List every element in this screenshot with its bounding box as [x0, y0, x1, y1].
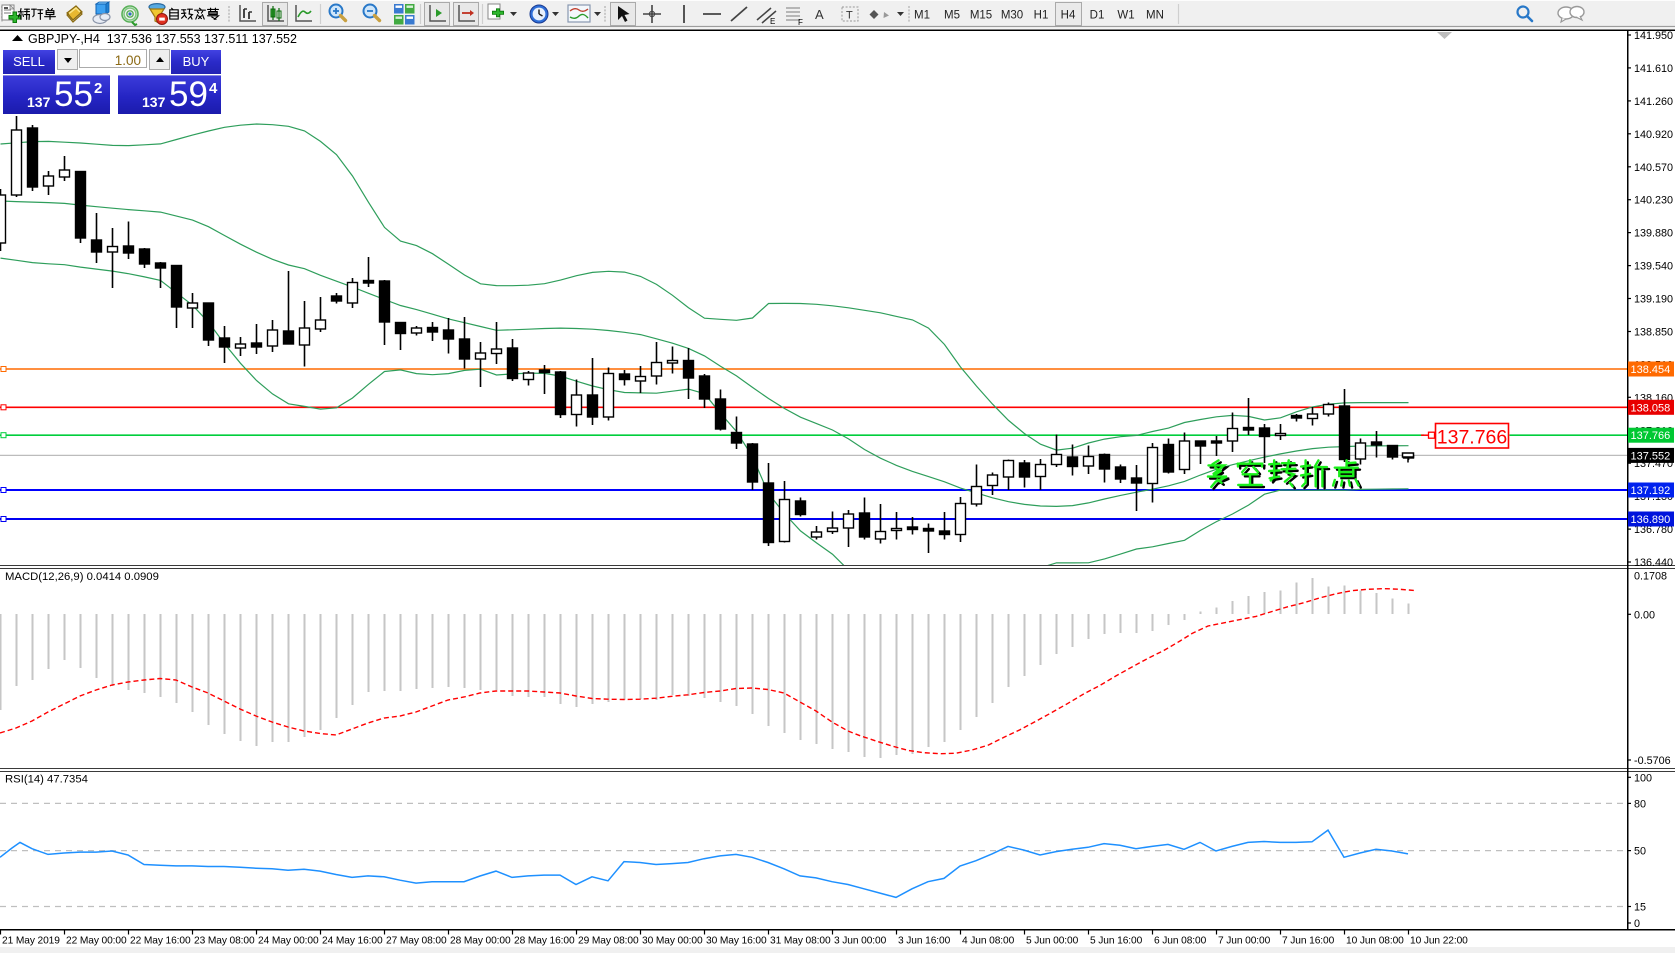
svg-text:6 Jun 08:00: 6 Jun 08:00: [1154, 936, 1207, 947]
svg-text:24 May 16:00: 24 May 16:00: [322, 936, 383, 947]
svg-text:H4: H4: [1061, 10, 1076, 22]
svg-text:23 May 08:00: 23 May 08:00: [194, 936, 255, 947]
svg-text:80: 80: [1634, 798, 1646, 810]
svg-text:0.1708: 0.1708: [1634, 571, 1667, 583]
svg-text:137.192: 137.192: [1631, 485, 1671, 497]
svg-text:137.766: 137.766: [1631, 430, 1671, 442]
svg-text:T: T: [846, 10, 853, 22]
svg-text:MACD(12,26,9) 0.0414 0.0909: MACD(12,26,9) 0.0414 0.0909: [5, 571, 159, 583]
svg-text:140.230: 140.230: [1634, 195, 1673, 207]
svg-text:3 Jun 16:00: 3 Jun 16:00: [898, 936, 951, 947]
svg-text:138.850: 138.850: [1634, 327, 1673, 339]
svg-text:H1: H1: [1034, 10, 1049, 22]
svg-text:5 Jun 16:00: 5 Jun 16:00: [1090, 936, 1143, 947]
svg-text:140.920: 140.920: [1634, 129, 1673, 141]
svg-text:141.950: 141.950: [1634, 30, 1673, 42]
svg-text:139.540: 139.540: [1634, 261, 1673, 273]
svg-text:M30: M30: [1001, 10, 1023, 22]
svg-text:7 Jun 00:00: 7 Jun 00:00: [1218, 936, 1271, 947]
svg-text:138.454: 138.454: [1631, 364, 1671, 376]
svg-text:136.440: 136.440: [1634, 557, 1673, 569]
svg-text:-0.5706: -0.5706: [1634, 755, 1671, 767]
svg-text:28 May 00:00: 28 May 00:00: [450, 936, 511, 947]
svg-text:GBPJPY-,H4 137.536 137.553 13: GBPJPY-,H4 137.536 137.553 137.511 137.5…: [28, 32, 297, 46]
svg-text:RSI(14) 47.7354: RSI(14) 47.7354: [5, 774, 88, 786]
svg-text:29 May 08:00: 29 May 08:00: [578, 936, 639, 947]
svg-text:MN: MN: [1146, 10, 1164, 22]
svg-text:28 May 16:00: 28 May 16:00: [514, 936, 575, 947]
svg-text:7 Jun 16:00: 7 Jun 16:00: [1282, 936, 1335, 947]
svg-text:30 May 16:00: 30 May 16:00: [706, 936, 767, 947]
svg-text:50: 50: [1634, 846, 1646, 858]
svg-text:136.890: 136.890: [1631, 514, 1671, 526]
svg-text:141.260: 141.260: [1634, 96, 1673, 108]
svg-text:M5: M5: [944, 10, 960, 22]
svg-text:140.570: 140.570: [1634, 162, 1673, 174]
svg-text:M15: M15: [970, 10, 992, 22]
svg-text:22 May 00:00: 22 May 00:00: [66, 936, 127, 947]
svg-text:141.610: 141.610: [1634, 63, 1673, 75]
svg-text:137.766: 137.766: [1437, 427, 1508, 449]
svg-text:D1: D1: [1090, 10, 1105, 22]
svg-text:138.058: 138.058: [1631, 402, 1671, 414]
svg-text:10 Jun 22:00: 10 Jun 22:00: [1410, 936, 1468, 947]
svg-text:137.552: 137.552: [1631, 450, 1671, 462]
svg-text:4 Jun 08:00: 4 Jun 08:00: [962, 936, 1015, 947]
svg-text:31 May 08:00: 31 May 08:00: [770, 936, 831, 947]
svg-text:139.190: 139.190: [1634, 294, 1673, 306]
svg-text:3 Jun 00:00: 3 Jun 00:00: [834, 936, 887, 947]
svg-text:A: A: [815, 7, 824, 22]
svg-text:0: 0: [1634, 918, 1640, 930]
svg-text:M1: M1: [914, 10, 930, 22]
svg-text:139.880: 139.880: [1634, 228, 1673, 240]
svg-text:21 May 2019: 21 May 2019: [2, 936, 60, 947]
svg-text:15: 15: [1634, 902, 1646, 914]
svg-text:30 May 00:00: 30 May 00:00: [642, 936, 703, 947]
svg-text:F: F: [798, 18, 803, 27]
svg-text:10 Jun 08:00: 10 Jun 08:00: [1346, 936, 1404, 947]
svg-text:22 May 16:00: 22 May 16:00: [130, 936, 191, 947]
svg-text:5 Jun 00:00: 5 Jun 00:00: [1026, 936, 1079, 947]
svg-text:W1: W1: [1117, 10, 1134, 22]
svg-text:24 May 00:00: 24 May 00:00: [258, 936, 319, 947]
svg-text:27 May 08:00: 27 May 08:00: [386, 936, 447, 947]
svg-text:0.00: 0.00: [1634, 609, 1655, 621]
svg-text:E: E: [770, 17, 775, 26]
svg-text:136.780: 136.780: [1634, 524, 1673, 536]
svg-text:100: 100: [1634, 772, 1652, 784]
